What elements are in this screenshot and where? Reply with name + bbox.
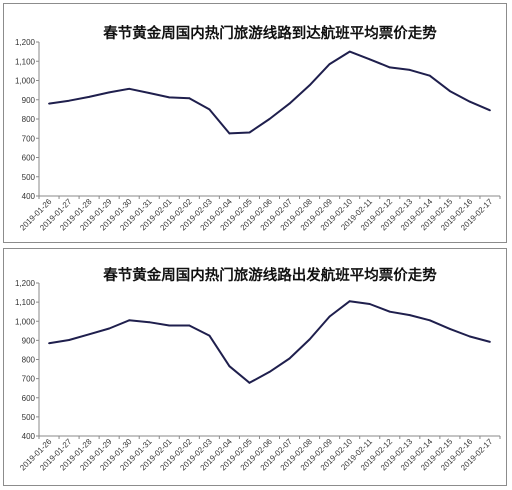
- y-tick-label: 1,100: [15, 298, 36, 307]
- data-point: [48, 102, 50, 105]
- data-point: [448, 90, 451, 92]
- data-point: [128, 87, 131, 90]
- data-point: [108, 327, 111, 330]
- data-point: [288, 357, 291, 360]
- data-point: [88, 95, 91, 98]
- data-point: [408, 314, 411, 317]
- data-point: [208, 108, 211, 111]
- data-point: [188, 324, 191, 327]
- y-tick-label: 1,200: [15, 38, 36, 47]
- data-point: [469, 100, 471, 103]
- y-tick-label: 500: [22, 173, 36, 182]
- y-tick-label: 700: [22, 134, 36, 143]
- data-point: [368, 58, 371, 61]
- data-point: [148, 321, 151, 324]
- y-tick-label: 600: [22, 154, 36, 163]
- data-point: [148, 92, 151, 94]
- y-tick-label: 700: [22, 375, 36, 384]
- departure-price-chart: 春节黄金周国内热门旅游线路出发航班平均票价走势 400 500 600 700 800 9…: [15, 266, 501, 472]
- price-series-line: [48, 300, 491, 384]
- data-point: [248, 381, 251, 384]
- data-point: [428, 319, 431, 322]
- data-point: [328, 315, 331, 318]
- arrival-price-chart: 春节黄金周国内热门旅游线路到达航班平均票价走势 400 500 600 700 800 9…: [15, 24, 501, 232]
- data-point: [469, 335, 471, 338]
- data-point: [428, 74, 431, 77]
- data-point: [188, 97, 191, 100]
- data-point: [368, 303, 371, 305]
- y-tick-label: 1,000: [15, 317, 36, 326]
- y-tick-label: 900: [22, 336, 36, 345]
- chart-title: 春节黄金周国内热门旅游线路出发航班平均票价走势: [103, 266, 437, 284]
- y-tick-label: 800: [22, 115, 36, 124]
- data-point: [308, 84, 311, 87]
- data-point: [388, 66, 391, 69]
- data-point: [489, 341, 491, 343]
- chart-panel-arrival: 春节黄金周国内热门旅游线路到达航班平均票价走势 400 500 600 700 800 9…: [3, 3, 507, 243]
- data-point: [268, 371, 271, 373]
- y-tick-label: 400: [22, 432, 36, 441]
- data-point: [348, 50, 351, 53]
- data-point: [208, 334, 211, 337]
- data-point: [489, 109, 491, 112]
- chart-panel-departure: 春节黄金周国内热门旅游线路出发航班平均票价走势 400 500 600 700 800 9…: [3, 248, 507, 486]
- data-point: [168, 96, 171, 99]
- y-tick-label: 500: [22, 413, 36, 422]
- data-point: [228, 365, 231, 368]
- data-point: [68, 339, 70, 341]
- y-tick-label: 800: [22, 356, 36, 365]
- data-point: [288, 102, 291, 105]
- data-point: [168, 324, 171, 327]
- data-point: [308, 338, 311, 341]
- data-point: [348, 300, 351, 303]
- chart-title: 春节黄金周国内热门旅游线路到达航班平均票价走势: [103, 24, 437, 42]
- y-tick-label: 400: [22, 192, 36, 201]
- data-point: [88, 333, 91, 336]
- y-tick-label: 900: [22, 96, 36, 105]
- y-tick-label: 1,000: [15, 77, 36, 86]
- price-series-line: [48, 50, 491, 135]
- data-point: [108, 91, 111, 94]
- data-point: [408, 69, 411, 71]
- data-point: [268, 118, 271, 120]
- data-point: [48, 342, 50, 345]
- y-tick-label: 1,100: [15, 57, 36, 66]
- data-point: [128, 319, 131, 322]
- data-point: [448, 328, 451, 330]
- data-point: [328, 63, 331, 66]
- data-point: [228, 132, 231, 135]
- y-tick-label: 600: [22, 394, 36, 403]
- data-point: [68, 99, 70, 102]
- data-point: [388, 310, 391, 313]
- data-point: [248, 131, 251, 134]
- y-tick-label: 1,200: [15, 279, 36, 288]
